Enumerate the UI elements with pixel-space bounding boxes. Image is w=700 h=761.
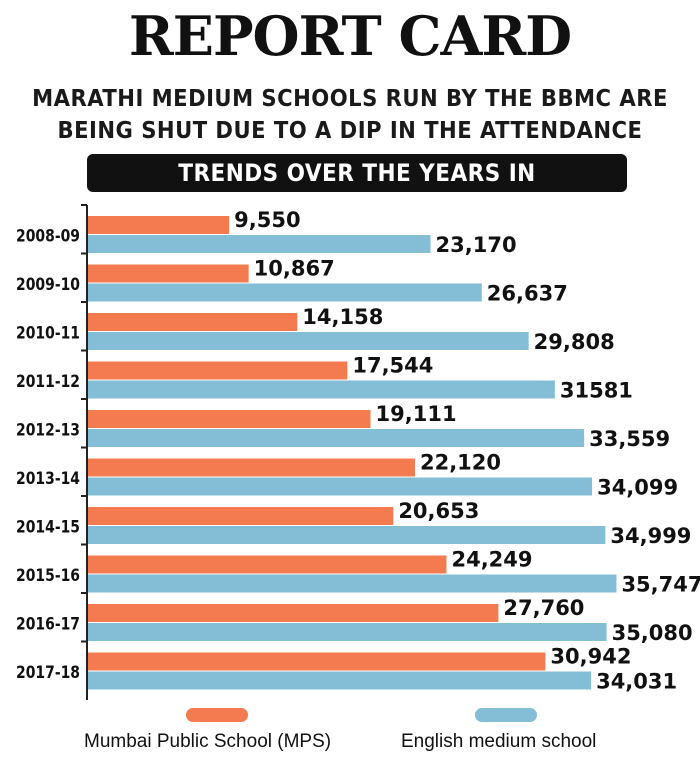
chart-subtitle-line2: BEING SHUT DUE TO A DIP IN THE ATTENDANC… (57, 118, 643, 144)
bar-mps (88, 361, 348, 380)
data-label-mps: 10,867 (254, 257, 335, 281)
chart-title: REPORT CARD (128, 4, 572, 68)
data-label-english: 26,637 (487, 282, 568, 306)
data-label-english: 35,747 (621, 573, 700, 597)
data-label-english: 33,559 (589, 427, 670, 451)
bar-mps (88, 410, 371, 428)
legend-label-mps: Mumbai Public School (MPS) (84, 731, 332, 752)
category-label: 2012-13 (16, 420, 80, 440)
data-label-mps: 24,249 (451, 548, 532, 572)
data-label-mps: 20,653 (398, 499, 479, 523)
bar-english (88, 477, 593, 496)
bar-mps (88, 458, 415, 477)
bar-mps (88, 264, 249, 283)
data-label-english: 31581 (560, 379, 633, 403)
data-label-english: 35,080 (612, 621, 693, 645)
bar-english (88, 671, 592, 690)
chart-subtitle-line1: MARATHI MEDIUM SCHOOLS RUN BY THE BBMC A… (32, 86, 668, 112)
category-label: 2009-10 (16, 275, 80, 295)
category-label: 2016-17 (16, 614, 80, 634)
bar-english (88, 526, 606, 544)
data-label-mps: 17,544 (352, 354, 433, 378)
bar-english (88, 380, 555, 399)
data-label-english: 34,099 (597, 476, 678, 500)
data-label-english: 34,999 (610, 524, 691, 548)
bar-english (88, 283, 482, 302)
section-banner: TRENDS OVER THE YEARS IN NUMBERS (87, 154, 627, 225)
data-label-english: 23,170 (436, 233, 517, 257)
data-label-mps: 27,760 (503, 596, 584, 620)
category-label: 2011-12 (16, 372, 80, 392)
bar-english (88, 429, 585, 447)
bar-mps (88, 555, 447, 574)
bar-english (88, 623, 607, 641)
legend-swatch-mps (186, 708, 248, 722)
bar-mps (88, 216, 230, 234)
data-label-mps: 22,120 (420, 451, 501, 475)
legend-swatch-english (475, 708, 537, 722)
data-label-mps: 14,158 (302, 305, 383, 329)
data-label-mps: 9,550 (234, 208, 300, 232)
legend-label-english: English medium school (401, 731, 597, 752)
bar-mps (88, 604, 499, 622)
category-label: 2013-14 (16, 469, 80, 489)
bar-english (88, 332, 529, 350)
category-label: 2008-09 (16, 226, 80, 246)
category-label: 2010-11 (16, 323, 80, 343)
category-label: 2017-18 (16, 663, 80, 683)
data-label-english: 29,808 (534, 330, 615, 354)
bar-mps (88, 652, 546, 671)
category-label: 2015-16 (16, 566, 80, 586)
category-label: 2014-15 (16, 517, 80, 537)
bar-mps (88, 313, 298, 331)
bar-english (88, 574, 617, 593)
data-label-mps: 30,942 (550, 645, 631, 669)
section-banner-text: TRENDS OVER THE YEARS IN NUMBERS (178, 159, 536, 225)
bar-english (88, 235, 431, 253)
bar-mps (88, 507, 394, 525)
data-label-mps: 19,111 (376, 402, 457, 426)
data-label-english: 34,031 (596, 670, 677, 694)
